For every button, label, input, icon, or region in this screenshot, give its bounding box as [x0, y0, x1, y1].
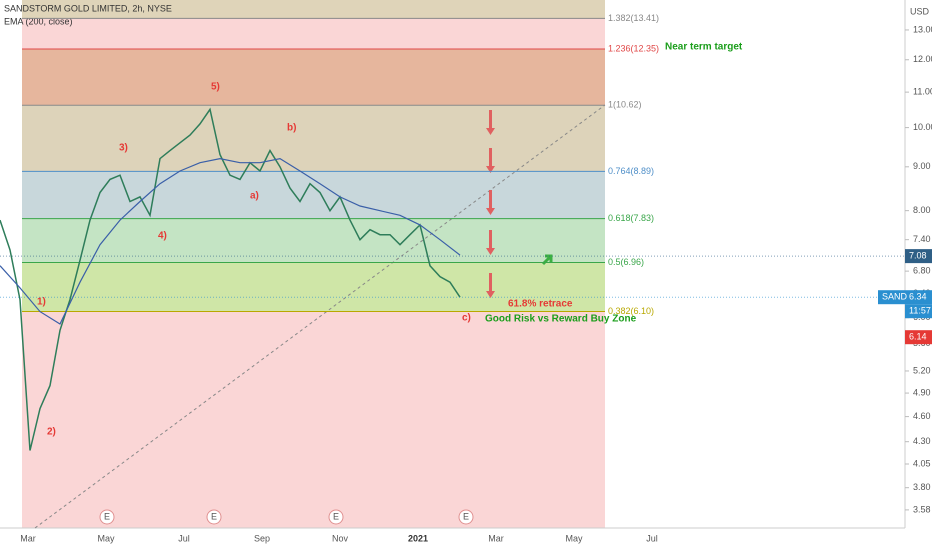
price-tag: [905, 290, 932, 305]
fib-zone: [22, 171, 605, 219]
fib-label: 1.236(12.35): [608, 43, 659, 53]
fib-zone: [22, 311, 605, 528]
y-tick-label: 12.00: [913, 54, 932, 64]
price-line: [0, 157, 461, 325]
price-tag-label: 7.08: [909, 250, 927, 260]
x-tick-label: Nov: [332, 533, 349, 543]
x-tick-label: Sep: [254, 533, 270, 543]
y-tick-label: 4.60: [913, 411, 931, 421]
low-label: 6.14: [909, 332, 927, 342]
price-tag: [905, 249, 932, 264]
trendline: [34, 104, 606, 529]
y-tick-label: 9.00: [913, 161, 931, 171]
x-tick-label: Jul: [178, 533, 190, 543]
fib-zones: [22, 0, 605, 528]
svg-text:E: E: [104, 511, 110, 521]
fib-zone: [22, 18, 605, 50]
fib-zone: [22, 262, 605, 312]
low-tag: [905, 330, 932, 345]
y-tick-label: 6.80: [913, 266, 931, 276]
annotation: 4): [158, 231, 167, 242]
svg-text:E: E: [333, 511, 339, 521]
x-tick-label: Mar: [20, 533, 36, 543]
fib-label: 0.618(7.83): [608, 213, 654, 223]
annotation: c): [462, 313, 471, 324]
down-arrows: [486, 110, 495, 298]
x-tick-label: May: [97, 533, 115, 543]
annotation: a): [250, 191, 259, 202]
countdown-tag: [905, 304, 932, 319]
annotation: Near term target: [665, 42, 743, 53]
svg-text:E: E: [463, 511, 469, 521]
symbol-tag: [878, 290, 905, 305]
x-tick-label: May: [565, 533, 583, 543]
x-tick-label: Mar: [488, 533, 504, 543]
earnings-markers: E E E E: [99, 509, 474, 525]
currency: USD: [910, 6, 930, 16]
y-tick-label: 4.30: [913, 436, 931, 446]
x-tick-label: 2021: [408, 533, 428, 543]
y-tick-label: 4.90: [913, 387, 931, 397]
fib-zone: [22, 218, 605, 263]
annotation: b): [287, 123, 296, 134]
fib-label: 0.5(6.96): [608, 257, 644, 267]
fib-label: 0.764(8.89): [608, 166, 654, 176]
price-line: [0, 107, 461, 451]
annotation: 1): [37, 297, 46, 308]
annotation: 61.8% retrace: [508, 299, 573, 310]
y-tick-label: 13.00: [913, 24, 932, 34]
y-tick-label: 3.80: [913, 482, 931, 492]
annotation: 2): [47, 427, 56, 438]
x-tick-label: Jul: [646, 533, 658, 543]
y-tick-label: 10.00: [913, 122, 932, 132]
fib-zone: [22, 49, 605, 106]
price-tag-label: 6.34: [909, 292, 927, 302]
countdown-label: 11:57: [909, 306, 931, 316]
annotation: Good Risk vs Reward Buy Zone: [485, 314, 637, 325]
y-tick-label: 3.58: [913, 504, 931, 514]
svg-text:E: E: [211, 511, 217, 521]
y-tick-label: 4.05: [913, 458, 931, 468]
fib-label: 1(10.62): [608, 100, 642, 110]
symbol-label: SAND: [882, 292, 908, 302]
annotation: 5): [211, 82, 220, 93]
y-tick-label: 7.40: [913, 234, 931, 244]
chart-title: SANDSTORM GOLD LIMITED, 2h, NYSE: [4, 3, 172, 13]
fib-zone: [22, 105, 605, 172]
y-tick-label: 8.00: [913, 205, 931, 215]
fib-zone: [22, 0, 605, 19]
fib-label: 0.382(6.10): [608, 306, 654, 316]
fib-label: 1.382(13.41): [608, 13, 659, 23]
y-tick-label: 5.20: [913, 365, 931, 375]
indicator-label: EMA (200, close): [4, 16, 73, 26]
y-tick-label: 11.00: [913, 87, 932, 97]
annotation: 3): [119, 143, 128, 154]
